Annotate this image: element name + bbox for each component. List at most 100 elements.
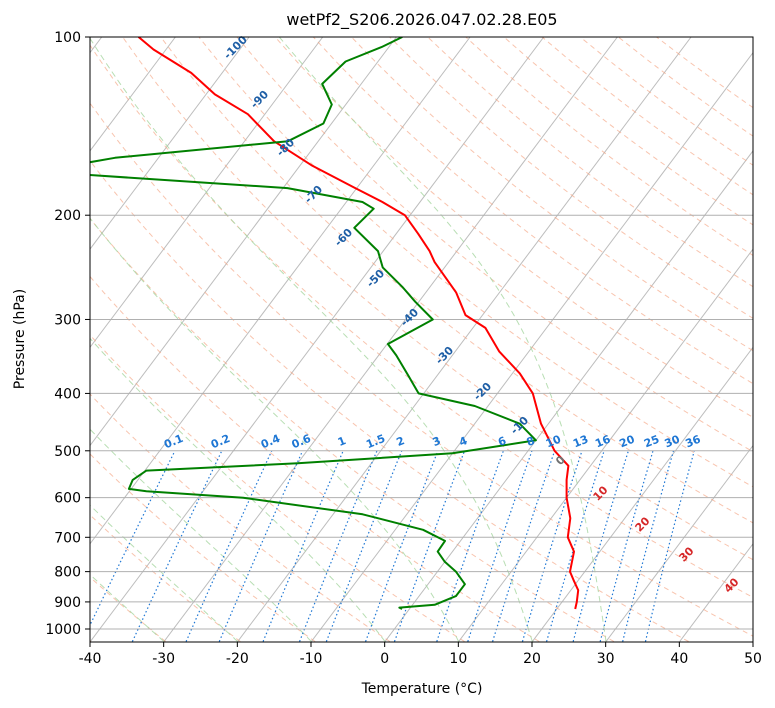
x-tick-label: 30 xyxy=(597,651,615,667)
mixing-ratio-label: 30 xyxy=(663,433,682,451)
isotherm-line xyxy=(531,346,753,642)
isotherm-line xyxy=(90,37,471,545)
isotherm-line xyxy=(90,37,545,642)
moist-adiabat xyxy=(90,217,460,642)
mixing-ratio-line xyxy=(218,450,304,642)
dry-adiabat xyxy=(465,37,753,257)
isotherm-line xyxy=(90,37,176,152)
dry-adiabat xyxy=(236,37,753,453)
moist-adiabat xyxy=(90,504,239,642)
dry-adiabat xyxy=(579,37,753,166)
isotherm-line xyxy=(163,37,618,642)
pressure-grid xyxy=(90,37,753,630)
mixing-ratio-label: 4 xyxy=(457,434,469,449)
y-tick-label: 200 xyxy=(54,208,81,224)
dry-adiabat xyxy=(90,44,753,598)
mixing-ratio-line xyxy=(546,450,605,642)
reference-labels: 0.1 0.2 0.4 0.6 1 1.5 2 3 4 6 8 10 13 16 20 25 30 36-100-… xyxy=(162,33,742,596)
isotherm-line xyxy=(236,37,692,642)
mixing-ratio-label: 13 xyxy=(571,433,590,451)
dry-adiabat xyxy=(541,37,753,196)
x-tick-label: -30 xyxy=(152,651,175,667)
profile-series xyxy=(90,37,580,610)
dry-adiabat xyxy=(90,334,465,642)
x-axis-ticks: -40 -30 -20 -10 0 10 20 30 40 50 xyxy=(79,642,762,667)
y-tick-label: 1000 xyxy=(45,622,81,638)
x-tick-label: 10 xyxy=(449,651,467,667)
temperature-profile-line xyxy=(137,37,580,610)
dry-adiabat xyxy=(90,453,316,642)
mixing-ratio-line xyxy=(436,450,504,642)
x-tick-label: -40 xyxy=(79,651,102,667)
mixing-ratio-line xyxy=(90,450,176,627)
y-tick-label: 600 xyxy=(54,491,81,507)
mixing-ratio-line xyxy=(325,450,403,642)
moist-adiabat xyxy=(90,337,386,642)
isotherm-label: -10 xyxy=(508,414,531,437)
dry-adiabat xyxy=(90,159,689,642)
dry-adiabat xyxy=(90,514,241,642)
dry-adiabat xyxy=(274,37,753,418)
mixing-ratio-line xyxy=(572,450,629,642)
isotherm-label: 40 xyxy=(722,575,742,595)
isotherm-line xyxy=(310,51,753,642)
isotherm-label: 20 xyxy=(633,514,653,534)
isotherm-label: 30 xyxy=(677,544,697,564)
mixing-ratio-line xyxy=(365,450,439,642)
isotherm-label: -50 xyxy=(364,267,387,290)
isotherm-label: -20 xyxy=(471,380,494,403)
mixing-ratio-label: 1 xyxy=(336,434,348,449)
isotherm-label: -70 xyxy=(302,183,325,206)
dry-adiabat xyxy=(160,37,753,524)
dry-adiabat xyxy=(90,217,615,642)
mixing-ratio-line xyxy=(492,450,556,642)
moist-adiabat xyxy=(90,428,312,642)
y-axis-ticks: 100 200 300 400 500 600 700 800 900 1000 xyxy=(45,30,90,638)
mixing-ratio-line xyxy=(393,450,466,642)
y-tick-label: 100 xyxy=(54,30,81,46)
mixing-ratio-line xyxy=(521,450,583,642)
plot-frame xyxy=(89,36,754,643)
mixing-ratio-label: 20 xyxy=(618,433,637,451)
mixing-ratio-line xyxy=(622,450,675,642)
y-tick-label: 700 xyxy=(54,530,81,546)
isotherm-label: 10 xyxy=(591,483,611,503)
dry-adiabat xyxy=(90,393,391,642)
mixing-ratio-line xyxy=(131,450,223,642)
plot-border xyxy=(89,36,754,643)
mixing-ratio-label: 0.1 xyxy=(162,432,185,451)
mixing-ratio-label: 16 xyxy=(593,433,612,451)
mixing-ratio-label: 25 xyxy=(642,433,661,451)
mixing-ratio-line xyxy=(467,450,533,642)
x-tick-label: 40 xyxy=(670,651,688,667)
mixing-ratio-line xyxy=(644,450,695,642)
dewpoint-profile-line xyxy=(90,37,537,610)
x-tick-label: -10 xyxy=(300,651,323,667)
x-tick-label: 0 xyxy=(380,651,389,667)
mixing-ratio-label: 2 xyxy=(395,434,407,449)
moist-adiabat xyxy=(278,37,607,642)
y-tick-label: 500 xyxy=(54,444,81,460)
dry-adiabat xyxy=(351,37,753,352)
chart-title: wetPf2_S206.2026.047.02.28.E05 xyxy=(286,10,557,30)
moist-adiabat xyxy=(90,573,165,642)
isotherm-line xyxy=(752,641,753,642)
dry-adiabat xyxy=(312,37,753,385)
isotherm-line xyxy=(90,37,250,250)
mixing-ratio-line xyxy=(599,450,654,642)
dry-adiabat xyxy=(90,275,540,642)
mixing-ratio-line xyxy=(262,450,344,642)
dry-adiabat xyxy=(427,37,753,288)
reference-lines xyxy=(90,37,753,642)
isotherm-label: -90 xyxy=(248,88,271,111)
moist-adiabat xyxy=(90,37,533,642)
mixing-ratio-label: 36 xyxy=(683,433,702,451)
x-tick-label: 50 xyxy=(744,651,762,667)
y-tick-label: 400 xyxy=(54,386,81,402)
y-tick-label: 300 xyxy=(54,312,81,328)
y-axis-label: Pressure (hPa) xyxy=(12,289,28,389)
mixing-ratio-line xyxy=(299,450,378,642)
isotherm-line xyxy=(384,150,753,642)
isotherm-label: -30 xyxy=(433,344,456,367)
